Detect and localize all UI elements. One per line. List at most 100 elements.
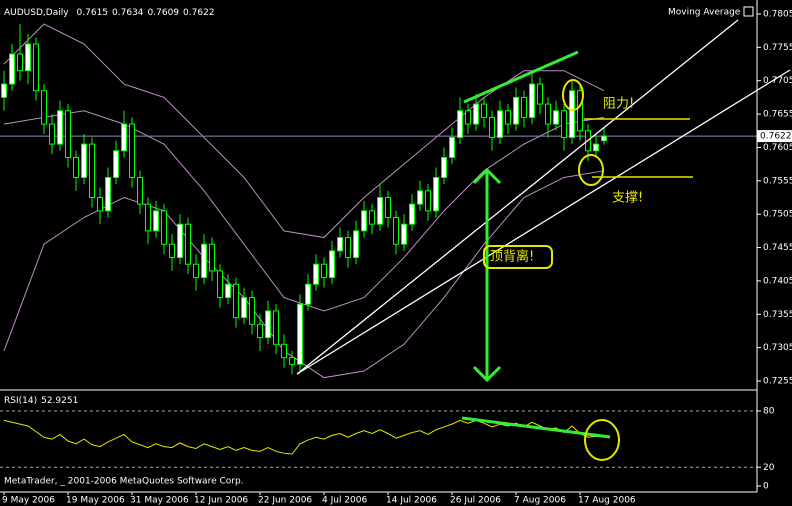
candle-body — [201, 243, 207, 279]
candle-body — [521, 96, 527, 118]
x-tick-label: 7 Aug 2006 — [514, 496, 566, 506]
candle-body — [361, 210, 367, 232]
indicator-label: Moving Average — [668, 8, 741, 18]
last-open: 0.7615 — [77, 8, 109, 18]
divergence-line — [463, 50, 579, 104]
candle-body — [161, 210, 167, 245]
candle-body — [49, 123, 55, 145]
arrow-head — [472, 365, 502, 383]
candle-body — [593, 143, 599, 152]
candle-body — [209, 243, 215, 272]
y-tick-label: 0.7355 — [763, 310, 792, 320]
divergence-box — [483, 245, 553, 269]
candle-body — [265, 310, 271, 339]
candle-body — [313, 263, 319, 285]
candle-body — [169, 243, 175, 259]
highlight-circle — [584, 419, 620, 461]
candle-body — [569, 90, 575, 138]
candle-body — [353, 230, 359, 259]
x-tick-label: 4 Jul 2006 — [322, 496, 367, 506]
candle-body — [297, 303, 303, 365]
chart-title: AUDUSD,Daily 0.7615 0.7634 0.7609 0.7622 — [4, 8, 215, 18]
candle-body — [321, 263, 327, 279]
x-tick-label: 26 Jul 2006 — [450, 496, 501, 506]
candle-body — [185, 223, 191, 265]
candle-body — [65, 110, 71, 158]
candle-body — [137, 176, 143, 205]
candle-body — [241, 297, 247, 319]
candle-body — [305, 283, 311, 305]
candle-body — [545, 103, 551, 125]
arrow-head — [472, 167, 502, 185]
candle-body — [25, 43, 31, 72]
indicator-icon — [743, 6, 754, 17]
candle-body — [41, 90, 47, 125]
annotations: 阻力! 支撑! 顶背离! — [296, 19, 791, 461]
candle-body — [465, 110, 471, 125]
candle-body — [369, 210, 375, 225]
candle-body — [177, 223, 183, 259]
band-line — [3, 170, 605, 379]
candle-body — [481, 103, 487, 118]
y-tick-label: 0.7455 — [763, 243, 792, 253]
candle-body — [345, 237, 351, 259]
candle-body — [153, 210, 159, 232]
x-tick-label: 12 Jun 2006 — [194, 496, 248, 506]
candle-body — [529, 83, 535, 118]
y-tick-label: 0.7255 — [763, 377, 792, 387]
candle-body — [377, 197, 383, 225]
support-label: 支撑! — [612, 191, 643, 206]
last-high: 0.7634 — [112, 8, 144, 18]
candles — [1, 24, 607, 375]
candle-body — [489, 116, 495, 138]
price-label-box — [757, 130, 792, 143]
candle-body — [1, 83, 7, 98]
candle-body — [217, 270, 223, 299]
candle-body — [17, 53, 23, 72]
candle-body — [537, 83, 543, 105]
candle-body — [9, 53, 15, 85]
candle-body — [337, 237, 343, 252]
rsi-line — [3, 419, 605, 455]
candle-body — [401, 223, 407, 245]
band-line — [3, 110, 605, 312]
candle-body — [57, 110, 63, 145]
candle-body — [601, 135, 607, 142]
candle-body — [89, 143, 95, 198]
candle-body — [121, 123, 127, 152]
y-tick-label: 0.7755 — [763, 43, 792, 53]
rsi-panel: 0 20 80 — [0, 407, 775, 492]
candle-body — [97, 197, 103, 212]
candle-body — [473, 103, 479, 125]
candle-body — [273, 310, 279, 345]
rsi-tick-label: 80 — [763, 407, 775, 417]
rsi-last: 52.9251 — [41, 396, 78, 406]
candle-body — [497, 110, 503, 138]
candle-body — [409, 203, 415, 225]
x-tick-label: 17 Aug 2006 — [578, 496, 636, 506]
symbol: AUDUSD,Daily — [4, 8, 69, 18]
candle-body — [393, 217, 399, 245]
candle-body — [329, 250, 335, 279]
last-low: 0.7609 — [148, 8, 180, 18]
rsi-label: RSI(14) 52.9251 — [4, 396, 78, 406]
candle-body — [417, 190, 423, 205]
highlight-circle — [578, 154, 604, 186]
y-tick-label: 0.7655 — [763, 110, 792, 120]
candle-body — [145, 203, 151, 232]
footer: MetaTrader, _ 2001-2006 MetaQuotes Softw… — [4, 477, 244, 487]
candle-body — [433, 176, 439, 212]
candle-body — [505, 110, 511, 125]
x-tick-label: 19 May 2006 — [66, 496, 125, 506]
candle-body — [457, 110, 463, 138]
rsi-tick-label: 20 — [763, 463, 775, 473]
candle-body — [233, 283, 239, 319]
candle-body — [113, 150, 119, 178]
highlight-circle — [562, 79, 584, 111]
candle-body — [561, 110, 567, 138]
y-tick-label: 0.7405 — [763, 276, 792, 286]
x-tick-label: 9 May 2006 — [2, 496, 55, 506]
candle-body — [289, 357, 295, 365]
candle-body — [129, 123, 135, 178]
